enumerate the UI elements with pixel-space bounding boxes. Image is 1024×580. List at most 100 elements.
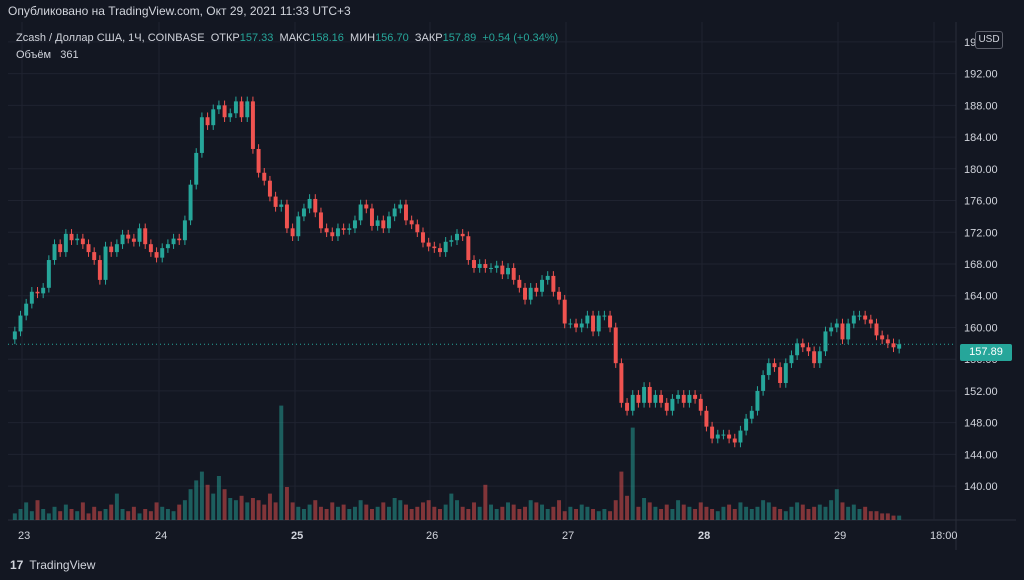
candle-body bbox=[880, 335, 885, 340]
volume-bar bbox=[222, 489, 227, 520]
volume-bar bbox=[874, 511, 879, 520]
candle-body bbox=[466, 236, 471, 261]
candle-body bbox=[421, 232, 425, 243]
candlestick-chart[interactable]: 196.00192.00188.00184.00180.00176.00172.… bbox=[8, 22, 1016, 550]
volume-bar bbox=[460, 506, 465, 520]
open-value: 157.33 bbox=[239, 32, 274, 44]
tradingview-logo[interactable]: 17 TradingView bbox=[10, 558, 95, 572]
volume-bar bbox=[749, 509, 754, 520]
volume-bar bbox=[846, 506, 851, 520]
brand-text: TradingView bbox=[29, 558, 96, 572]
volume-bar bbox=[585, 506, 590, 520]
volume-bar bbox=[721, 506, 726, 520]
volume-bar bbox=[199, 471, 204, 520]
volume-bar bbox=[75, 511, 80, 520]
candle-body bbox=[46, 260, 51, 288]
candle-body bbox=[137, 228, 142, 242]
candle-body bbox=[330, 232, 335, 237]
volume-bar bbox=[154, 502, 159, 520]
candle-body bbox=[823, 331, 828, 352]
volume-bar bbox=[636, 506, 641, 520]
volume-bar bbox=[829, 500, 834, 520]
candle-body bbox=[483, 264, 488, 268]
candle-body bbox=[596, 315, 601, 332]
candle-body bbox=[239, 101, 244, 118]
volume-bar bbox=[24, 502, 29, 520]
volume-bar bbox=[46, 513, 51, 520]
volume-bar bbox=[664, 504, 669, 520]
candle-body bbox=[199, 117, 204, 153]
volume-bar bbox=[239, 495, 244, 520]
candle-body bbox=[568, 323, 573, 325]
candle-body bbox=[647, 386, 652, 403]
y-tick-label: 144.00 bbox=[964, 449, 998, 461]
x-tick-label: 29 bbox=[834, 530, 846, 542]
x-tick-label: 26 bbox=[426, 530, 438, 542]
candle-body bbox=[92, 252, 97, 261]
candle-body bbox=[375, 220, 380, 226]
low-label: МИН bbox=[350, 32, 376, 44]
currency-button[interactable]: USD bbox=[975, 31, 1003, 49]
tradingview-logo-icon: 17 bbox=[10, 558, 24, 572]
volume-bar bbox=[676, 500, 681, 520]
symbol-label[interactable]: Zcash / Доллар США, 1Ч, COINBASE bbox=[16, 32, 205, 44]
candle-body bbox=[579, 323, 584, 328]
y-tick-label: 148.00 bbox=[964, 418, 998, 430]
volume-label[interactable]: Объём bbox=[16, 49, 52, 61]
candle-body bbox=[789, 355, 794, 364]
candle-body bbox=[664, 402, 669, 411]
y-tick-label: 168.00 bbox=[964, 259, 998, 271]
volume-bar bbox=[466, 509, 471, 520]
candle-body bbox=[41, 287, 46, 294]
volume-bar bbox=[432, 506, 437, 520]
candle-body bbox=[834, 323, 839, 328]
volume-bar bbox=[318, 506, 323, 520]
volume-bar bbox=[18, 509, 23, 520]
volume-bar bbox=[211, 493, 216, 520]
candle-body bbox=[341, 228, 346, 230]
candle-body bbox=[749, 410, 754, 419]
candle-body bbox=[693, 394, 698, 399]
candle-body bbox=[12, 331, 17, 340]
candle-body bbox=[721, 434, 726, 436]
volume-bar bbox=[710, 509, 715, 520]
volume-bar bbox=[693, 509, 698, 520]
candle-body bbox=[296, 216, 301, 237]
volume-bar bbox=[352, 506, 357, 520]
chart-area[interactable]: 196.00192.00188.00184.00180.00176.00172.… bbox=[8, 22, 1016, 550]
candle-body bbox=[403, 204, 408, 221]
candle-body bbox=[783, 363, 788, 383]
candle-body bbox=[154, 252, 159, 258]
candle-body bbox=[381, 220, 386, 229]
volume-bar bbox=[245, 502, 250, 520]
candle-body bbox=[182, 220, 187, 241]
candle-body bbox=[160, 248, 165, 258]
volume-bar bbox=[103, 509, 108, 520]
candle-body bbox=[284, 204, 289, 229]
volume-bar bbox=[523, 506, 528, 520]
low-value: 156.70 bbox=[375, 32, 409, 44]
high-label: МАКС bbox=[279, 32, 311, 44]
volume-bar bbox=[52, 506, 57, 520]
candle-body bbox=[840, 323, 845, 340]
volume-value: 361 bbox=[60, 49, 79, 61]
candle-body bbox=[211, 109, 216, 126]
publish-header: Опубликовано на TradingView.com, Окт 29,… bbox=[0, 0, 1024, 22]
volume-bar bbox=[863, 506, 868, 520]
volume-bar bbox=[335, 506, 340, 520]
volume-bar bbox=[738, 502, 743, 520]
volume-bar bbox=[783, 511, 788, 520]
candle-body bbox=[829, 327, 834, 332]
volume-bar bbox=[772, 506, 777, 520]
volume-bar bbox=[568, 506, 573, 520]
x-tick-label: 24 bbox=[155, 530, 167, 542]
volume-bar bbox=[528, 500, 533, 520]
volume-bar bbox=[880, 513, 885, 520]
candle-body bbox=[335, 228, 340, 237]
volume-bar bbox=[659, 509, 664, 520]
footer: 17 TradingView bbox=[0, 552, 1024, 580]
volume-bar bbox=[290, 502, 295, 520]
x-tick-label: 27 bbox=[562, 530, 574, 542]
candle-body bbox=[364, 204, 369, 209]
close-label: ЗАКР bbox=[414, 32, 443, 44]
